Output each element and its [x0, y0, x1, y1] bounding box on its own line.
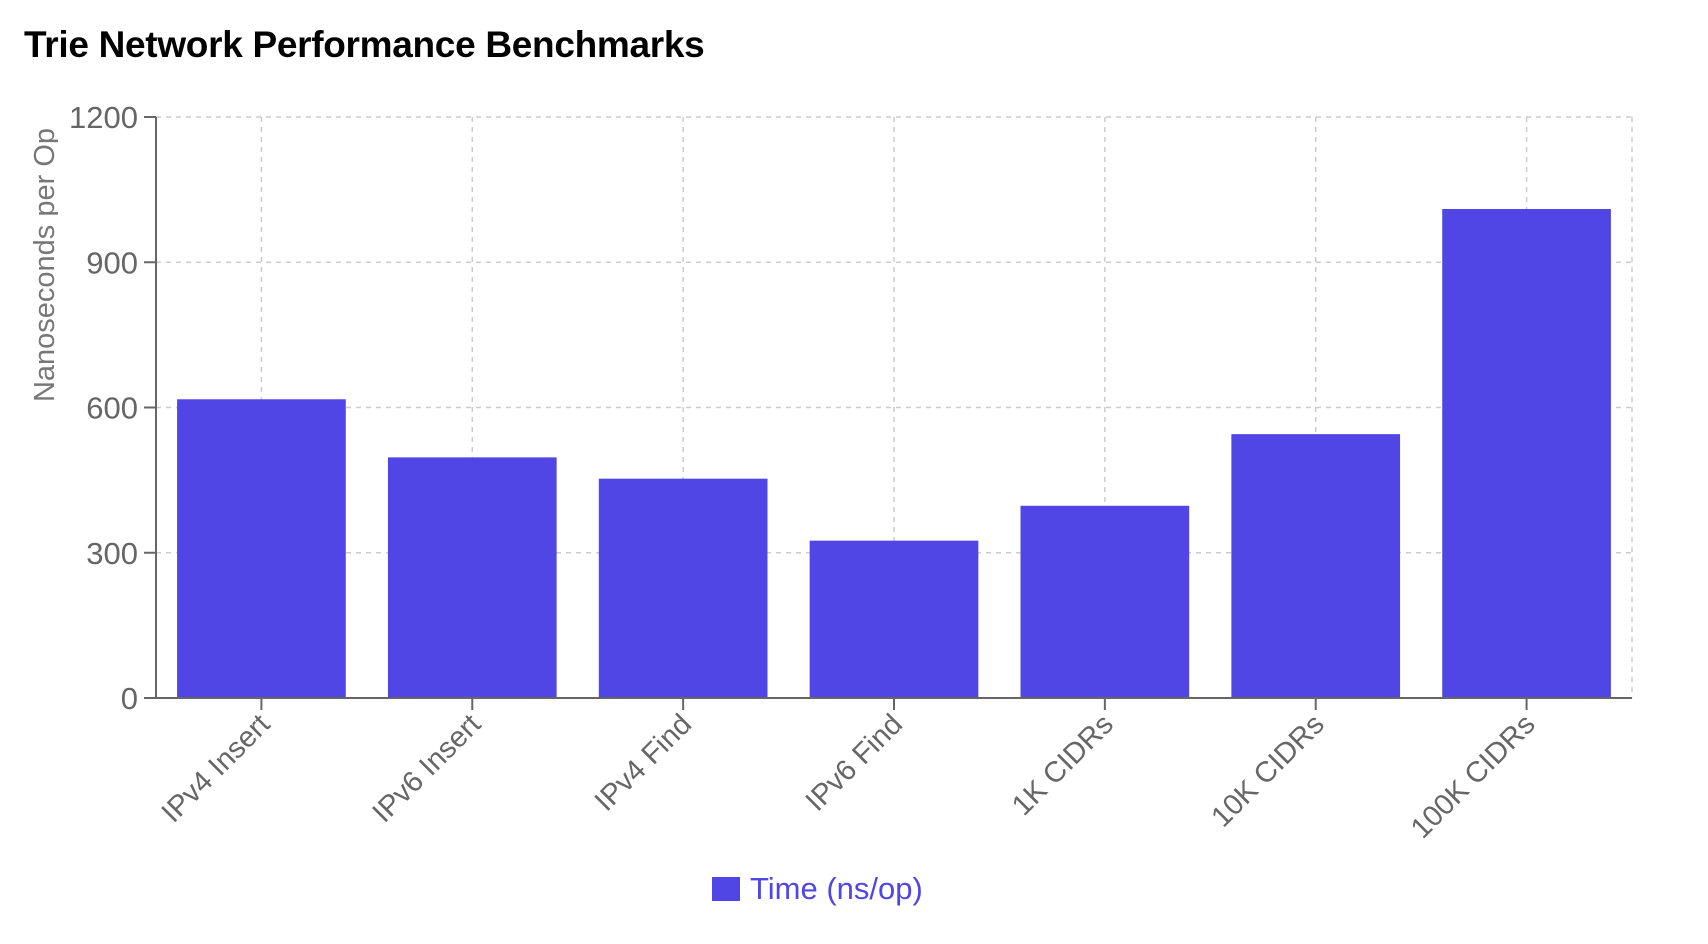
- y-axis-ticks: 0 300 600 900 1200: [69, 100, 156, 716]
- legend-swatch: [712, 877, 740, 901]
- y-tick-label: 300: [86, 536, 138, 571]
- bars: [177, 208, 1611, 698]
- x-tick-label: 1K CIDRs: [1006, 708, 1120, 822]
- bar-ipv4-find[interactable]: [598, 478, 768, 698]
- bar-ipv6-insert[interactable]: [387, 457, 557, 698]
- x-tick-label: 10K CIDRs: [1205, 708, 1330, 833]
- bar-10k-cidrs[interactable]: [1231, 434, 1401, 698]
- x-axis-ticks: IPv4 Insert IPv6 Insert IPv4 Find IPv6 Find…: [156, 698, 1542, 845]
- y-axis-title: Nanoseconds per Op: [29, 128, 61, 402]
- bar-1k-cidrs[interactable]: [1020, 505, 1190, 698]
- y-tick-label: 600: [86, 391, 138, 426]
- chart-title: Trie Network Performance Benchmarks: [24, 24, 705, 65]
- x-tick-label: IPv6 Find: [800, 708, 909, 817]
- y-tick-label: 0: [121, 681, 138, 716]
- x-tick-label: IPv4 Insert: [156, 708, 277, 829]
- y-tick-label: 900: [86, 245, 138, 280]
- x-tick-label: IPv4 Find: [589, 708, 698, 817]
- bar-ipv4-insert[interactable]: [177, 399, 346, 698]
- x-tick-label: IPv6 Insert: [367, 708, 488, 829]
- x-tick-label: 100K CIDRs: [1405, 708, 1542, 845]
- legend[interactable]: Time (ns/op): [712, 871, 923, 906]
- bar-100k-cidrs[interactable]: [1442, 208, 1611, 698]
- bar-ipv6-find[interactable]: [809, 540, 979, 698]
- y-tick-label: 1200: [69, 100, 138, 135]
- legend-label: Time (ns/op): [750, 871, 923, 906]
